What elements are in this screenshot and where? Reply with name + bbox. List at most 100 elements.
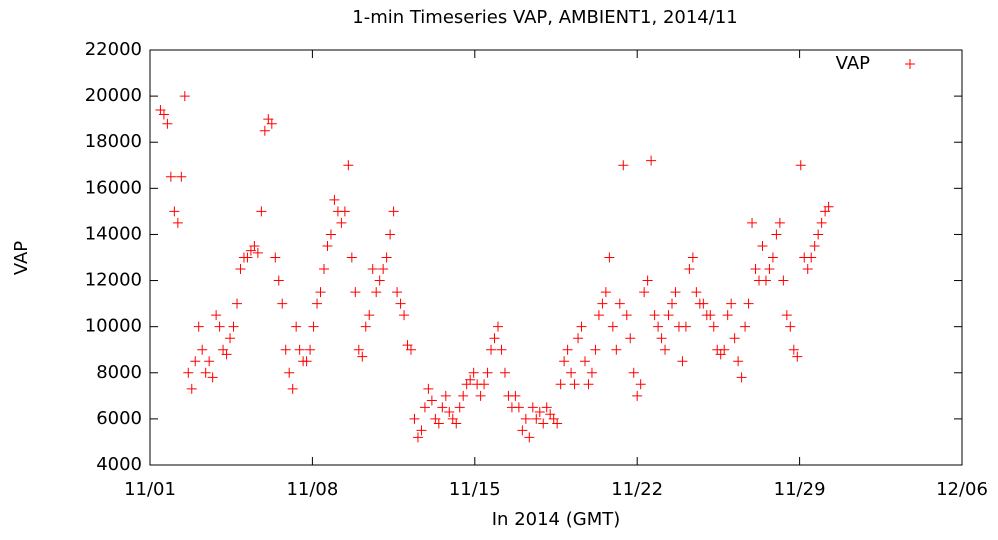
data-point — [499, 367, 510, 378]
data-point — [760, 275, 771, 286]
data-point — [785, 321, 796, 332]
data-point — [496, 344, 507, 355]
data-point — [322, 240, 333, 251]
y-tick-label: 20000 — [85, 85, 142, 106]
data-point — [266, 118, 277, 129]
data-point — [395, 298, 406, 309]
data-point — [740, 321, 751, 332]
data-point — [197, 344, 208, 355]
data-point — [364, 310, 375, 321]
y-tick-label: 6000 — [96, 408, 142, 429]
data-point — [468, 367, 479, 378]
data-point — [232, 298, 242, 309]
data-point — [813, 229, 824, 240]
data-point — [207, 372, 218, 383]
data-point — [339, 206, 350, 217]
data-point — [788, 344, 799, 355]
data-point — [559, 356, 570, 367]
data-point — [482, 367, 493, 378]
x-tick-label: 11/15 — [449, 479, 501, 500]
data-point — [757, 240, 768, 251]
data-point — [454, 402, 465, 413]
data-point — [305, 344, 316, 355]
data-point — [277, 298, 288, 309]
x-tick-label: 11/29 — [774, 479, 826, 500]
data-point — [611, 344, 622, 355]
data-point — [252, 247, 263, 258]
data-point — [653, 321, 664, 332]
data-point — [270, 252, 281, 263]
data-point — [705, 310, 716, 321]
data-point — [357, 351, 368, 362]
data-point — [249, 240, 260, 251]
data-point — [569, 379, 580, 390]
data-point — [767, 252, 778, 263]
data-point — [486, 344, 497, 355]
data-point — [583, 379, 594, 390]
data-point — [301, 356, 312, 367]
x-tick-label: 11/08 — [286, 479, 338, 500]
data-point — [214, 321, 225, 332]
data-point — [513, 402, 524, 413]
data-point — [444, 406, 455, 417]
data-point — [541, 402, 552, 413]
data-point — [660, 344, 671, 355]
data-point — [479, 379, 490, 390]
data-point — [412, 432, 423, 443]
data-point — [392, 287, 403, 298]
data-point — [419, 402, 430, 413]
data-point — [433, 418, 444, 429]
data-point — [312, 298, 323, 309]
data-point — [350, 287, 361, 298]
x-tick-label: 11/01 — [124, 479, 176, 500]
data-point — [346, 252, 357, 263]
data-point — [416, 425, 427, 436]
data-point — [764, 264, 775, 275]
data-point — [225, 333, 236, 344]
y-tick-label: 10000 — [85, 316, 142, 337]
data-point — [242, 252, 253, 263]
data-point — [273, 275, 284, 286]
data-point — [385, 229, 396, 240]
data-point — [646, 155, 657, 166]
data-point — [600, 287, 611, 298]
data-point — [409, 413, 420, 424]
data-point — [211, 310, 222, 321]
data-point — [437, 402, 448, 413]
data-point — [816, 217, 827, 228]
data-point — [726, 298, 737, 309]
y-tick-label: 12000 — [85, 270, 142, 291]
data-point — [204, 356, 215, 367]
data-point — [315, 287, 326, 298]
y-tick-label: 18000 — [85, 131, 142, 152]
data-point — [520, 413, 531, 424]
data-point — [781, 310, 792, 321]
data-point — [426, 395, 437, 406]
data-point — [580, 356, 590, 367]
plot-border — [149, 49, 963, 466]
data-point — [809, 240, 820, 251]
data-point — [729, 333, 740, 344]
data-point — [162, 118, 173, 129]
data-point — [698, 298, 709, 309]
data-point — [517, 425, 528, 436]
data-point — [795, 160, 806, 171]
data-point — [440, 390, 451, 401]
data-point — [353, 344, 364, 355]
data-point — [256, 206, 267, 217]
data-point — [552, 418, 563, 429]
data-point — [663, 310, 674, 321]
data-point — [388, 206, 399, 217]
data-point — [176, 171, 187, 182]
data-point — [632, 390, 643, 401]
data-point — [367, 264, 378, 275]
y-tick-label: 16000 — [85, 177, 142, 198]
y-axis-label: VAP — [11, 241, 32, 275]
data-point — [597, 298, 608, 309]
data-point — [287, 383, 298, 394]
data-point — [169, 206, 180, 217]
data-point — [510, 390, 521, 401]
data-point — [708, 321, 719, 332]
data-point — [284, 367, 295, 378]
